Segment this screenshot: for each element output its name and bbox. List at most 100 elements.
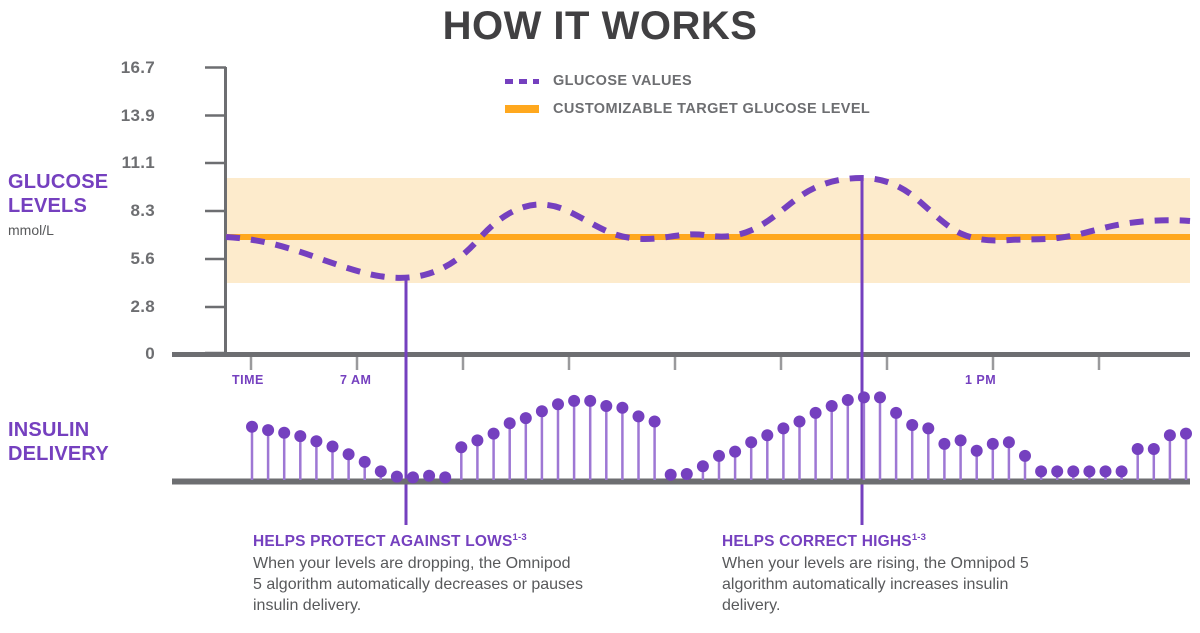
- insulin-stem-marker: [487, 427, 500, 440]
- insulin-stem-marker: [390, 470, 403, 483]
- xtick-label-1pm: 1 PM: [965, 373, 997, 387]
- insulin-stem-marker: [584, 394, 597, 407]
- insulin-stem-marker: [906, 419, 919, 431]
- insulin-stem-marker: [1131, 443, 1144, 455]
- x-axis-ticks: [249, 357, 1101, 370]
- xtick-label-time: TIME: [232, 373, 264, 387]
- glucose-levels-label: GLUCOSE LEVELS: [8, 170, 158, 218]
- target-glucose-band: [226, 178, 1190, 283]
- legend-label-target-level: CUSTOMIZABLE TARGET GLUCOSE LEVEL: [553, 101, 871, 117]
- insulin-stem-marker: [342, 448, 355, 461]
- caption-right-heading-text: HELPS CORRECT HIGHS: [722, 533, 912, 550]
- insulin-stem-marker: [922, 422, 935, 435]
- insulin-stem-marker: [857, 391, 870, 404]
- insulin-stem-marker: [439, 471, 452, 484]
- insulin-stem-marker: [423, 469, 436, 482]
- caption-protect-against-lows: HELPS PROTECT AGAINST LOWS1-3 When your …: [253, 533, 583, 616]
- glucose-units-label: mmol/L: [8, 222, 54, 238]
- insulin-stem-marker: [1019, 449, 1031, 462]
- caption-left-superscript: 1-3: [512, 531, 527, 543]
- ytick-label-5-6: 5.6: [130, 249, 155, 268]
- ytick-label-16-7: 16.7: [120, 58, 155, 77]
- insulin-stem-marker: [1115, 465, 1128, 478]
- insulin-stem-marker: [954, 434, 967, 447]
- insulin-stem-marker: [777, 422, 790, 435]
- insulin-stem-marker: [890, 406, 903, 419]
- insulin-delivery-label: INSULIN DELIVERY: [8, 418, 168, 466]
- insulin-stem-marker: [568, 394, 581, 407]
- caption-left-body: When your levels are dropping, the Omnip…: [253, 555, 583, 614]
- insulin-stem-marker: [874, 391, 886, 404]
- ytick-label-0: 0: [145, 344, 155, 363]
- insulin-stem-marker: [358, 455, 371, 468]
- insulin-stem-marker: [793, 415, 806, 428]
- insulin-stem-marker: [1051, 465, 1064, 478]
- insulin-stem-marker: [970, 444, 983, 457]
- caption-left-heading-text: HELPS PROTECT AGAINST LOWS: [253, 533, 513, 550]
- insulin-stem-marker: [455, 441, 468, 454]
- insulin-stem-marker: [986, 437, 999, 450]
- insulin-stem-marker: [294, 430, 307, 443]
- ytick-label-2-8: 2.8: [130, 297, 155, 316]
- insulin-stem-marker: [471, 434, 484, 447]
- insulin-stem-marker: [1180, 427, 1192, 440]
- caption-right-body: When your levels are rising, the Omnipod…: [722, 555, 1029, 614]
- page-title: HOW IT WORKS: [442, 4, 758, 48]
- insulin-stem-marker: [1163, 429, 1176, 442]
- insulin-stem-marker: [310, 435, 323, 448]
- insulin-stem-marker: [535, 405, 548, 418]
- ytick-label-13-9: 13.9: [120, 106, 155, 125]
- caption-right-heading: HELPS CORRECT HIGHS1-3: [722, 533, 1052, 551]
- ytick-label-8-3: 8.3: [130, 201, 155, 220]
- caption-left-heading: HELPS PROTECT AGAINST LOWS1-3: [253, 533, 583, 551]
- insulin-label-line1: INSULIN: [8, 419, 90, 441]
- glucose-values-curve: [225, 174, 1191, 281]
- insulin-stem-marker: [552, 398, 564, 411]
- insulin-stem-marker: [648, 415, 661, 428]
- insulin-stem-marker: [809, 406, 822, 419]
- insulin-stem-marker: [1002, 436, 1015, 449]
- legend-item-glucose-values: GLUCOSE VALUES: [505, 72, 870, 90]
- insulin-stem-marker: [262, 424, 275, 437]
- y-axis-ticks: [205, 66, 226, 355]
- insulin-stem-marker: [632, 410, 645, 423]
- insulin-stem-marker: [519, 412, 532, 425]
- insulin-stem-marker: [825, 400, 838, 412]
- insulin-stem-marker: [1035, 465, 1048, 478]
- insulin-stem-marker: [745, 436, 758, 449]
- solid-line-swatch-icon: [505, 105, 539, 113]
- insulin-stem-marker: [938, 437, 951, 450]
- xtick-label-7am: 7 AM: [340, 373, 372, 387]
- glucose-label-line1: GLUCOSE: [8, 171, 109, 193]
- insulin-stem-marker: [246, 420, 258, 433]
- insulin-delivery-stems: [246, 391, 1192, 484]
- insulin-stem-marker: [761, 429, 774, 442]
- insulin-stem-marker: [680, 468, 693, 480]
- insulin-stem-marker: [696, 460, 709, 473]
- ytick-label-11-1: 11.1: [121, 153, 155, 172]
- caption-right-superscript: 1-3: [911, 531, 927, 543]
- insulin-label-line2: DELIVERY: [8, 443, 109, 465]
- insulin-stem-marker: [616, 401, 629, 414]
- legend-item-target-level: CUSTOMIZABLE TARGET GLUCOSE LEVEL: [505, 100, 870, 118]
- insulin-stem-marker: [1067, 465, 1080, 478]
- insulin-stem-marker: [1083, 465, 1096, 478]
- insulin-stem-marker: [664, 468, 677, 481]
- caption-correct-highs: HELPS CORRECT HIGHS1-3 When your levels …: [722, 533, 1052, 616]
- glucose-label-line2: LEVELS: [8, 195, 87, 217]
- insulin-stem-marker: [1147, 443, 1160, 455]
- insulin-stem-marker: [278, 426, 291, 439]
- insulin-stem-marker: [841, 394, 854, 406]
- insulin-stem-marker: [503, 417, 516, 430]
- insulin-stem-marker: [407, 471, 419, 484]
- insulin-stem-marker: [713, 449, 725, 462]
- legend-label-glucose-values: GLUCOSE VALUES: [553, 73, 693, 89]
- insulin-stem-marker: [326, 440, 339, 453]
- insulin-stem-marker: [729, 445, 742, 458]
- chart-legend: GLUCOSE VALUES CUSTOMIZABLE TARGET GLUCO…: [505, 72, 870, 118]
- dashed-line-swatch-icon: [505, 78, 539, 84]
- insulin-stem-marker: [374, 465, 387, 478]
- insulin-stem-marker: [1099, 465, 1112, 478]
